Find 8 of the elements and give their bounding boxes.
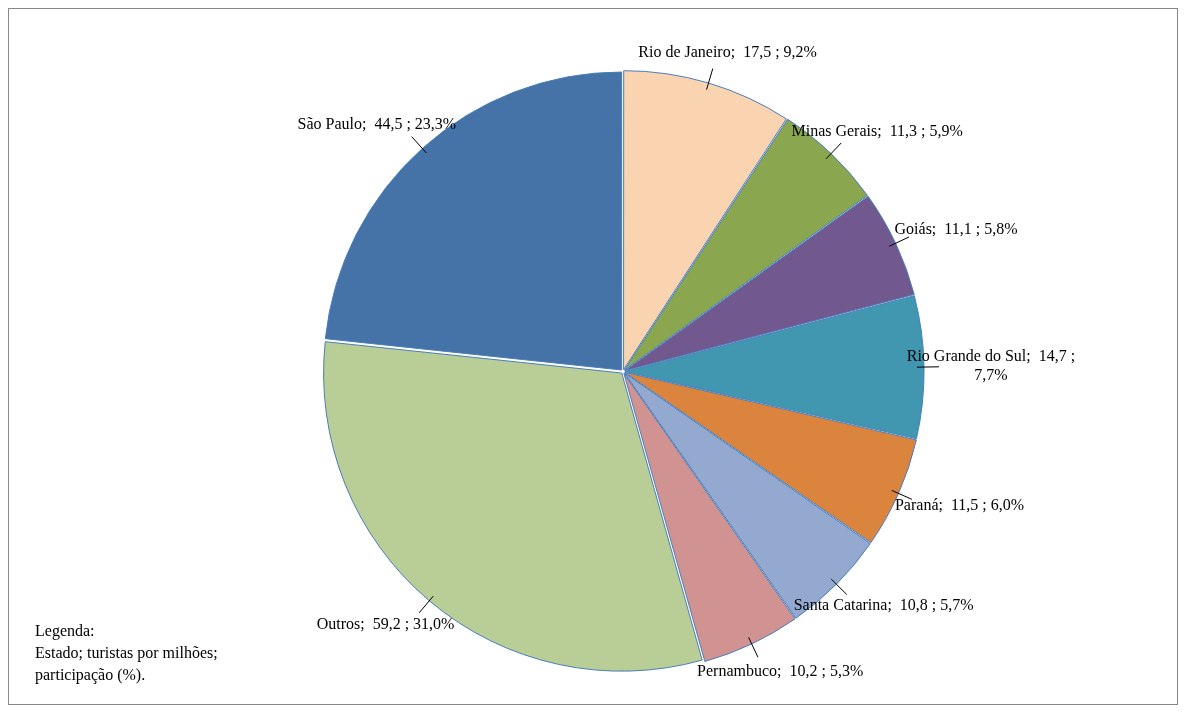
slice-label: Goiás; 11,1 ; 5,8%	[894, 220, 1018, 238]
text: Legenda: Estado; turistas por milhões; participação (%).	[35, 621, 218, 686]
slice-label: São Paulo; 44,5 ; 23,3%	[297, 114, 457, 132]
slice-label: Outros; 59,2 ; 31,0%	[316, 615, 455, 633]
slice-label: Paraná; 11,5 ; 6,0%	[894, 496, 1025, 514]
slice-label: Rio de Janeiro; 17,5 ; 9,2%	[638, 43, 817, 61]
slice-label: Santa Catarina; 10,8 ; 5,7%	[793, 596, 974, 614]
slice-label: Pernambuco; 10,2 ; 5,3%	[697, 661, 864, 679]
